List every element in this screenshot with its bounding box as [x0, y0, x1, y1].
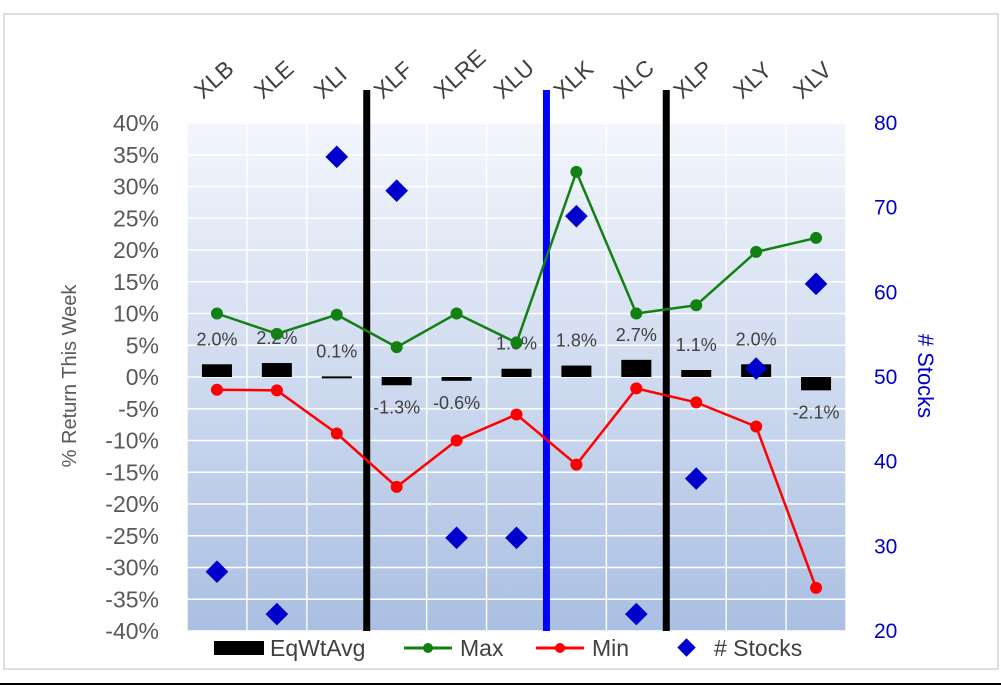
stocks-point	[625, 602, 648, 626]
y-tick-label: 25%	[113, 205, 159, 231]
eqwtavg-bar	[381, 377, 412, 386]
max-point	[450, 307, 463, 320]
y-tick-label: 40%	[113, 110, 159, 136]
y-tick-label: -40%	[105, 618, 159, 644]
y-tick-label: -25%	[105, 523, 159, 549]
stocks-point	[265, 602, 289, 626]
y2-tick-label: 70	[874, 197, 897, 220]
eqwtavg-bar	[561, 365, 592, 377]
stocks-point	[505, 526, 528, 550]
max-point	[270, 327, 283, 340]
min-point	[450, 434, 463, 447]
min-point	[630, 382, 643, 395]
legend: EqWtAvg Max Min # Stocks	[214, 635, 802, 661]
y2-tick-label: 20	[874, 620, 897, 643]
y-tick-label: 5%	[126, 332, 159, 358]
y-tick-label: -15%	[105, 459, 159, 485]
y-tick-label: 20%	[113, 237, 159, 263]
series-max	[210, 165, 823, 354]
y-tick-label: -35%	[105, 586, 159, 612]
series-min	[210, 382, 823, 594]
legend-min-label: Min	[592, 635, 629, 661]
min-point	[270, 384, 283, 397]
eqwtavg-bar	[801, 377, 832, 391]
max-point	[750, 245, 763, 258]
max-point	[690, 299, 703, 312]
y2-tick-label: 60	[874, 281, 897, 304]
legend-max-label: Max	[460, 635, 504, 661]
eqwtavg-data-label: 1.1%	[676, 335, 717, 355]
eqwtavg-bar	[441, 377, 472, 381]
min-point	[570, 458, 583, 471]
legend-max-marker	[423, 643, 433, 653]
stocks-point	[744, 357, 768, 380]
legend-eqwtavg-label: EqWtAvg	[270, 635, 365, 661]
legend-min-marker	[555, 643, 565, 653]
stocks-point	[684, 467, 708, 490]
max-point	[570, 165, 583, 178]
y-tick-label: -20%	[105, 491, 159, 517]
stocks-point	[804, 272, 828, 296]
y-tick-label: -5%	[118, 396, 159, 422]
min-point	[210, 383, 223, 396]
eqwtavg-bar	[501, 368, 532, 377]
legend-eqwtavg-swatch	[214, 641, 264, 655]
group-separators	[363, 90, 670, 631]
min-point	[810, 581, 823, 594]
y-tick-label: -30%	[105, 555, 159, 581]
y2-tick-label: 40	[874, 451, 897, 474]
max-point	[810, 231, 823, 244]
eqwtavg-data-label: 0.1%	[316, 341, 357, 361]
stocks-point	[445, 526, 468, 550]
eqwtavg-bar	[681, 370, 712, 377]
y-tick-label: 30%	[113, 174, 159, 200]
max-point	[390, 341, 403, 354]
min-point	[510, 408, 523, 421]
eqwtavg-bar	[621, 359, 652, 377]
y-axis-right: 80 70 60 50 40 30 20	[874, 112, 897, 643]
min-point	[750, 420, 763, 433]
max-point	[210, 307, 223, 320]
eqwtavg-data-label: 2.0%	[196, 329, 237, 349]
max-point	[510, 336, 523, 349]
eqwtavg-data-label: -0.6%	[433, 393, 480, 413]
y2-tick-label: 80	[874, 112, 897, 135]
legend-stocks-label: # Stocks	[714, 635, 802, 661]
min-point	[330, 427, 343, 440]
y-tick-label: 0%	[126, 364, 159, 390]
eqwtavg-bar	[201, 364, 232, 377]
max-point	[330, 308, 343, 321]
eqwtavg-data-label: -1.3%	[373, 397, 420, 417]
y-tick-label: -10%	[105, 428, 159, 454]
eqwtavg-data-label: -2.1%	[793, 402, 840, 422]
y-axis-title-right: # Stocks	[913, 334, 938, 418]
y2-tick-label: 30	[874, 535, 897, 558]
y-axis-left: 40% 35% 30% 25% 20% 15% 10% 5% 0% -5% -10% -15% -20%…	[105, 110, 159, 644]
legend-stocks-marker	[677, 638, 696, 657]
min-point	[690, 396, 703, 409]
eqwtavg-data-labels: 2.0%2.2%0.1%-1.3%-0.6%1.3%1.8%2.7%1.1%2.…	[196, 325, 839, 422]
min-point	[390, 480, 403, 493]
y-tick-label: 10%	[113, 301, 159, 327]
eqwtavg-data-label: 1.8%	[556, 331, 597, 351]
eqwtavg-bar	[321, 376, 352, 379]
eqwtavg-data-label: 2.0%	[736, 329, 777, 349]
y-tick-label: 35%	[113, 142, 159, 168]
eqwtavg-data-label: 2.7%	[616, 325, 657, 345]
eqwtavg-bar	[261, 363, 292, 377]
max-point	[630, 307, 643, 320]
y-tick-label: 15%	[113, 269, 159, 295]
y-axis-title-left: % Return This Week	[59, 284, 81, 468]
y2-tick-label: 50	[874, 366, 897, 389]
